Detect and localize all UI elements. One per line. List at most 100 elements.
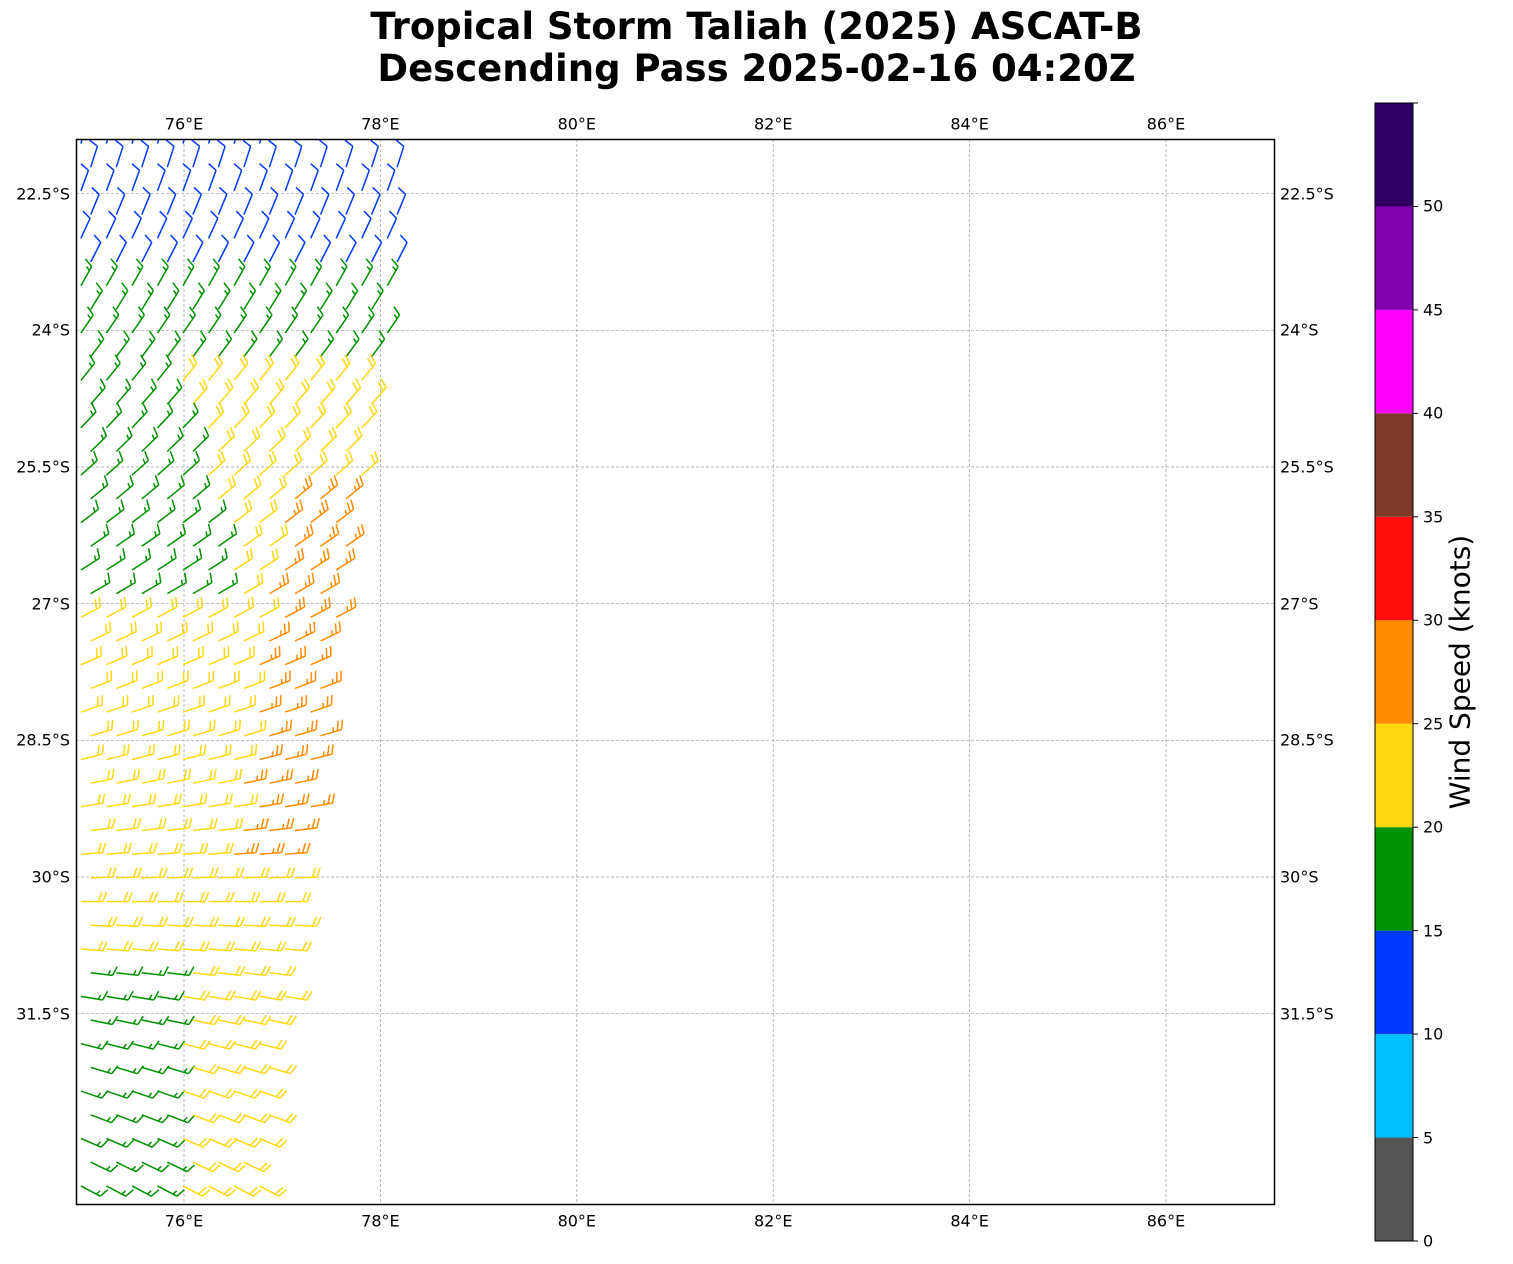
lon-tick-label-bottom: 80°E: [557, 1211, 597, 1231]
colorbar-tick-label: 20: [1423, 817, 1444, 837]
wind-barb: [259, 990, 288, 1001]
wind-barb: [294, 282, 308, 310]
colorbar-tick-label: 35: [1423, 507, 1444, 527]
wind-barb: [116, 719, 139, 737]
wind-barb: [258, 210, 270, 239]
wind-barb: [192, 867, 219, 879]
wind-barb: [90, 818, 116, 832]
wind-barb: [115, 282, 129, 310]
wind-barb: [294, 378, 311, 405]
wind-barb: [285, 744, 309, 761]
wind-barb: [115, 523, 136, 547]
wind-barb: [141, 818, 167, 832]
wind-barb: [345, 330, 360, 358]
wind-barb: [259, 793, 285, 808]
wind-barb: [361, 210, 372, 239]
wind-barb: [335, 499, 355, 524]
wind-barb: [218, 916, 245, 927]
wind-barb: [192, 378, 208, 405]
wind-barb: [131, 210, 142, 239]
wind-barb: [208, 499, 227, 524]
colorbar-tick-label: 50: [1423, 196, 1444, 216]
wind-barb: [218, 768, 243, 784]
wind-barb: [192, 282, 206, 310]
lon-tick-label-top: 86°E: [1146, 114, 1186, 134]
wind-barb: [284, 354, 300, 381]
wind-barb: [294, 818, 320, 832]
lat-tick-label-right: 28.5°S: [1280, 730, 1334, 750]
wind-barb: [80, 210, 91, 239]
wind-barb: [268, 330, 284, 358]
wind-barb: [216, 139, 226, 168]
wind-barb: [131, 450, 150, 476]
wind-barb: [191, 139, 201, 168]
wind-barb: [131, 941, 159, 952]
wind-barb: [361, 258, 374, 287]
wind-barb: [345, 475, 364, 500]
wind-barb: [182, 597, 204, 618]
wind-barb: [259, 354, 275, 381]
wind-barb: [233, 1039, 262, 1050]
wind-barb: [233, 793, 259, 808]
wind-barb: [233, 1088, 262, 1099]
wind-barb: [115, 330, 130, 358]
wind-barb: [268, 426, 286, 453]
wind-barb: [90, 1065, 119, 1075]
wind-barb: [116, 966, 144, 977]
wind-barb: [259, 1039, 288, 1050]
wind-barb: [116, 867, 143, 879]
wind-barb: [207, 210, 219, 239]
wind-barb: [156, 354, 172, 381]
wind-barb: [233, 645, 256, 666]
wind-barb: [284, 258, 297, 287]
wind-barb: [243, 523, 263, 547]
wind-barb: [370, 282, 384, 310]
wind-barb: [335, 354, 351, 381]
wind-barb: [269, 719, 293, 737]
wind-barb: [208, 645, 230, 666]
lon-tick-label-top: 78°E: [361, 114, 400, 134]
wind-barb: [166, 426, 184, 453]
wind-barb: [243, 621, 265, 642]
wind-barb: [90, 378, 106, 405]
wind-barb: [166, 282, 180, 310]
wind-barb: [361, 402, 378, 429]
colorbar-tick-label: 30: [1423, 610, 1444, 630]
wind-barb: [320, 572, 341, 595]
colorbar-segment: [1375, 930, 1413, 1035]
wind-barb: [310, 354, 326, 381]
colorbar-label: Wind Speed (knots): [1443, 534, 1477, 810]
wind-barb: [141, 186, 151, 215]
wind-barb: [218, 1113, 247, 1124]
wind-barb: [310, 548, 330, 571]
wind-barb: [106, 793, 131, 808]
wind-barb: [182, 941, 210, 952]
wind-barb: [234, 892, 261, 903]
wind-barb: [115, 621, 137, 642]
wind-barb: [284, 210, 296, 239]
wind-barb: [157, 695, 180, 713]
wind-barb: [141, 426, 159, 453]
colorbar-tick-label: 0: [1423, 1231, 1434, 1251]
wind-barb: [192, 719, 216, 737]
wind-barb: [167, 1065, 196, 1075]
wind-barb: [80, 163, 90, 192]
wind-barb: [243, 670, 266, 690]
wind-barb: [192, 330, 207, 358]
wind-barb: [115, 426, 133, 453]
wind-barb: [192, 572, 213, 595]
wind-barb: [116, 1114, 145, 1124]
wind-barb: [396, 186, 407, 215]
wind-barb: [320, 475, 339, 500]
wind-barb: [259, 402, 276, 429]
wind-barb: [80, 892, 108, 903]
wind-barb: [183, 892, 210, 903]
lon-tick-label-bottom: 78°E: [361, 1211, 400, 1231]
wind-barb: [105, 258, 118, 287]
wind-barb: [132, 892, 159, 903]
wind-barb: [259, 744, 283, 761]
wind-barb: [335, 306, 350, 334]
wind-barb: [192, 1063, 221, 1075]
wind-barb: [217, 426, 235, 453]
wind-barb: [218, 670, 240, 690]
